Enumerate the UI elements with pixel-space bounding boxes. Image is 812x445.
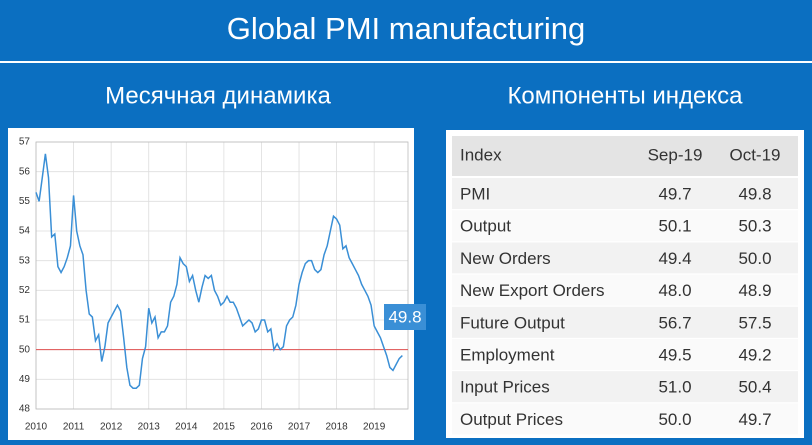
table-cell: 49.4 xyxy=(658,249,691,268)
y-tick-label: 54 xyxy=(19,226,31,237)
chart-panel xyxy=(8,128,414,440)
table-cell: 49.7 xyxy=(658,184,691,203)
x-tick-label: 2014 xyxy=(175,422,198,433)
x-tick-label: 2018 xyxy=(325,422,348,433)
table-cell: Future Output xyxy=(460,313,565,332)
x-tick-label: 2019 xyxy=(363,422,386,433)
x-tick-label: 2010 xyxy=(25,422,48,433)
table-header: Index xyxy=(460,145,502,164)
table-row-bg xyxy=(452,178,798,209)
table-row-bg xyxy=(452,339,798,370)
table-cell: 48.0 xyxy=(658,281,691,300)
table-cell: 56.7 xyxy=(658,313,691,332)
y-tick-label: 53 xyxy=(19,255,31,266)
y-tick-label: 50 xyxy=(19,344,31,355)
table-cell: 49.7 xyxy=(738,410,771,429)
table-header-bg xyxy=(452,136,798,176)
table-cell: 50.3 xyxy=(738,217,771,236)
table-cell: 57.5 xyxy=(738,313,771,332)
y-tick-label: 48 xyxy=(19,404,31,415)
table-header: Oct-19 xyxy=(729,145,780,164)
slide-title: Global PMI manufacturing xyxy=(227,11,585,46)
y-tick-label: 52 xyxy=(19,285,31,296)
table-cell: 49.2 xyxy=(738,345,771,364)
x-tick-label: 2011 xyxy=(63,422,85,433)
y-tick-label: 49 xyxy=(19,374,31,385)
x-tick-label: 2016 xyxy=(250,422,273,433)
x-tick-label: 2012 xyxy=(100,422,123,433)
table-row-bg xyxy=(452,371,798,403)
table-cell: 50.1 xyxy=(658,217,691,236)
annotation-box xyxy=(384,304,426,330)
table-row-bg xyxy=(452,274,798,306)
x-tick-label: 2015 xyxy=(213,422,236,433)
y-tick-label: 57 xyxy=(19,137,31,148)
table-cell: 50.4 xyxy=(738,378,771,397)
divider xyxy=(0,61,812,63)
table-row-bg xyxy=(452,306,798,338)
y-tick-label: 55 xyxy=(19,196,31,207)
table-cell: Output xyxy=(460,217,511,236)
y-tick-label: 51 xyxy=(19,315,31,326)
table-cell: 51.0 xyxy=(658,378,691,397)
annotation: 49.8 xyxy=(388,307,421,326)
table-header: Sep-19 xyxy=(648,145,703,164)
x-tick-label: 2013 xyxy=(138,422,161,433)
table-cell: 49.5 xyxy=(658,345,691,364)
table-cell: 49.8 xyxy=(738,184,771,203)
table-cell: Input Prices xyxy=(460,378,550,397)
plot-border xyxy=(35,141,409,410)
table-cell: Output Prices xyxy=(460,410,563,429)
table-cell: 50.0 xyxy=(738,249,771,268)
x-tick-label: 2017 xyxy=(288,422,311,433)
right-title: Компоненты индекса xyxy=(507,82,743,109)
left-title: Месячная динамика xyxy=(105,82,331,109)
table-cell: PMI xyxy=(460,184,490,203)
table-cell: 48.9 xyxy=(738,281,771,300)
table-cell: Employment xyxy=(460,345,555,364)
table-row-bg xyxy=(452,210,798,242)
table-row-bg xyxy=(452,242,798,274)
series-line xyxy=(35,153,403,389)
table-cell: New Orders xyxy=(460,249,551,268)
y-tick-label: 56 xyxy=(19,166,31,177)
table-cell: 50.0 xyxy=(658,410,691,429)
table-row-bg xyxy=(452,403,798,435)
table-cell: New Export Orders xyxy=(460,281,605,300)
